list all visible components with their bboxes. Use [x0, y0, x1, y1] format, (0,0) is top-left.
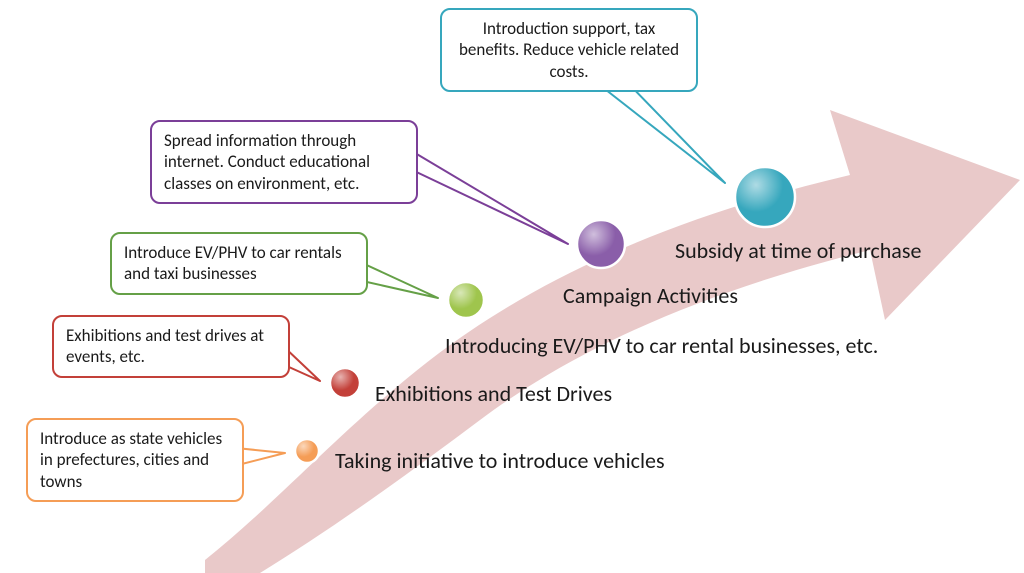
stop-subsidy [735, 167, 795, 227]
infographic-root: { "arrow": { "fill": "#e9c9c9", "stops":… [0, 0, 1024, 573]
stop-rental [448, 282, 484, 318]
stop-exhibitions [330, 368, 360, 398]
c-state: Introduce as state vehicles in prefectur… [26, 418, 244, 502]
c-subsidy: Introduction support, tax benefits. Redu… [440, 8, 698, 92]
stop-subsidy-label: Subsidy at time of purchase [675, 237, 921, 264]
stop-campaign [577, 220, 625, 268]
c-campaign: Spread information through internet. Con… [150, 120, 418, 204]
c-campaign-tail [408, 150, 568, 244]
c-subsidy-tail [601, 80, 725, 183]
stop-exhibitions-label: Exhibitions and Test Drives [375, 380, 612, 407]
stop-initiative [295, 439, 319, 463]
c-exhib: Exhibitions and test drives at events, e… [52, 315, 290, 378]
c-rental: Introduce EV/PHV to car rentals and taxi… [110, 232, 368, 295]
stop-rental-label: Introducing EV/PHV to car rental busines… [445, 332, 878, 359]
c-rental-tail [358, 262, 438, 298]
stop-campaign-label: Campaign Activities [563, 282, 738, 309]
stop-initiative-label: Taking initiative to introduce vehicles [335, 447, 665, 474]
